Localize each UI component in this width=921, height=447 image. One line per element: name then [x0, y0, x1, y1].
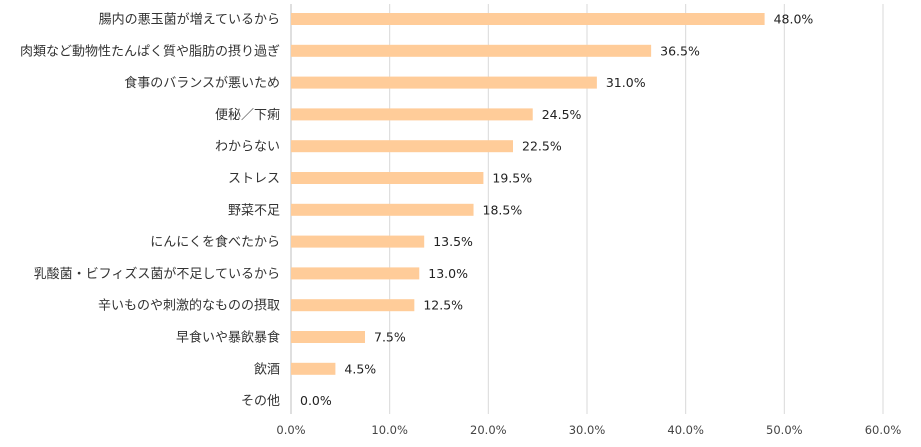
x-tick-label: 20.0% — [470, 423, 507, 437]
value-labels: 48.0% 36.5% 31.0% 24.5% 22.5% 19.5% 18.5% 13.5%… — [300, 12, 813, 409]
category-label: にんにくを食べたから — [150, 234, 280, 250]
value-label: 48.0% — [774, 12, 814, 27]
value-label: 24.5% — [542, 107, 582, 122]
value-label: 4.5% — [344, 361, 376, 376]
bar — [291, 140, 513, 153]
x-axis-ticks: 0.0% 10.0% 20.0% 30.0% 40.0% 50.0% 60.0% — [276, 423, 901, 437]
value-label: 36.5% — [660, 43, 700, 58]
x-tick-label: 0.0% — [276, 423, 305, 437]
value-label: 22.5% — [522, 139, 562, 154]
x-tick-label: 30.0% — [569, 423, 606, 437]
bar — [291, 362, 336, 375]
value-label: 19.5% — [492, 171, 532, 186]
x-tick-label: 40.0% — [667, 423, 704, 437]
category-label: 食事のバランスが悪いため — [124, 75, 280, 91]
value-label: 12.5% — [423, 298, 463, 313]
category-label: 飲酒 — [254, 361, 280, 377]
value-label: 18.5% — [483, 202, 523, 217]
category-labels: 腸内の悪玉菌が増えているから肉類など動物性たんぱく質や脂肪の摂り過ぎ食事のバラン… — [20, 12, 280, 410]
bar — [291, 331, 365, 343]
value-label: 7.5% — [374, 330, 406, 345]
bar — [291, 44, 652, 57]
bars — [291, 13, 765, 375]
value-label: 13.5% — [433, 234, 473, 249]
category-label: ストレス — [228, 172, 280, 187]
value-label: 31.0% — [606, 75, 646, 90]
bar — [291, 76, 597, 89]
bar — [291, 203, 474, 216]
bar — [291, 267, 420, 280]
category-label: 早食いや暴飲暴食 — [176, 330, 280, 346]
bar — [291, 299, 415, 312]
x-tick-label: 10.0% — [371, 423, 408, 437]
category-label: 肉類など動物性たんぱく質や脂肪の摂り過ぎ — [20, 43, 280, 59]
category-label: 辛いものや刺激的なものの摂取 — [98, 298, 280, 314]
value-label: 13.0% — [428, 266, 468, 281]
category-label: 乳酸菌・ビフィズス菌が不足しているから — [34, 266, 280, 282]
category-label: わからない — [215, 140, 280, 155]
gridlines — [290, 4, 884, 414]
bar — [291, 172, 484, 184]
x-tick-label: 50.0% — [766, 423, 803, 437]
category-label: その他 — [241, 394, 280, 409]
category-label: 腸内の悪玉菌が増えているから — [99, 12, 280, 28]
x-tick-label: 60.0% — [865, 423, 902, 437]
category-label: 野菜不足 — [228, 203, 280, 218]
bar — [291, 235, 425, 248]
value-label: 0.0% — [300, 393, 332, 408]
bar — [291, 13, 765, 25]
bar — [291, 108, 533, 121]
category-label: 便秘／下痢 — [215, 107, 280, 123]
